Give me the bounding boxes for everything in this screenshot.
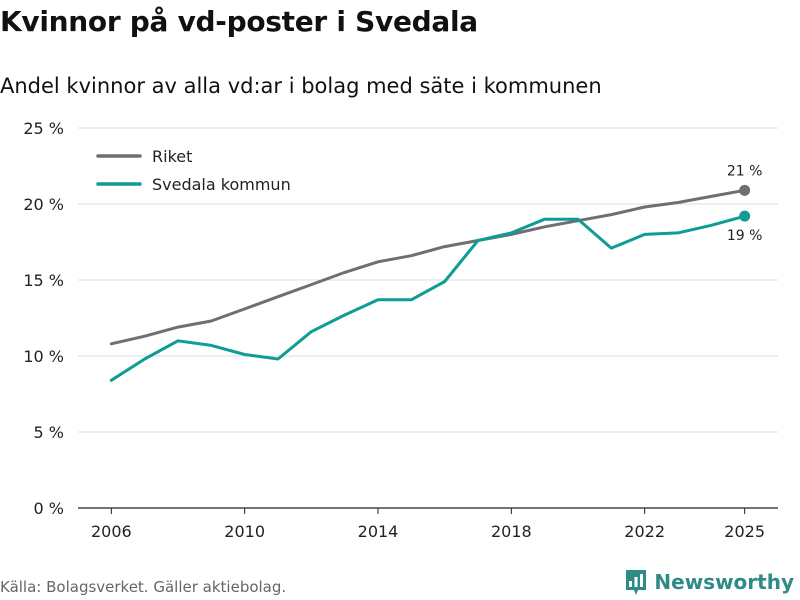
legend-label: Svedala kommun bbox=[152, 175, 291, 194]
series-lines bbox=[109, 184, 751, 382]
source-note: Källa: Bolagsverket. Gäller aktiebolag. bbox=[0, 578, 287, 596]
axes: 0 % 5 % 10 % 15 % 20 % 25 % 2006 2010 2014 2018 20… bbox=[23, 119, 778, 541]
grid-lines bbox=[78, 127, 778, 433]
chart-title: Kvinnor på vd-poster i Svedala bbox=[0, 5, 478, 38]
end-point-riket bbox=[739, 184, 751, 196]
x-tick-label: 2025 bbox=[724, 522, 765, 541]
legend-label: Riket bbox=[152, 147, 192, 166]
y-tick-label: 10 % bbox=[23, 347, 64, 366]
brand-logo: Newsworthy bbox=[624, 568, 794, 596]
y-tick-label: 5 % bbox=[34, 423, 64, 442]
series-line-svedala bbox=[109, 214, 747, 382]
y-tick-label: 25 % bbox=[23, 119, 64, 138]
x-tick-label: 2010 bbox=[224, 522, 265, 541]
x-tick-label: 2006 bbox=[91, 522, 132, 541]
chart-subtitle: Andel kvinnor av alla vd:ar i bolag med … bbox=[0, 74, 602, 98]
x-tick-label: 2014 bbox=[358, 522, 399, 541]
x-tick-label: 2022 bbox=[624, 522, 665, 541]
y-tick-label: 15 % bbox=[23, 271, 64, 290]
end-value-label: 19 % bbox=[727, 228, 763, 244]
end-labels: 21 % 19 % bbox=[727, 163, 763, 244]
end-value-label: 21 % bbox=[727, 163, 763, 179]
end-point-svedala bbox=[739, 210, 751, 222]
brand-name: Newsworthy bbox=[654, 570, 794, 594]
y-tick-label: 0 % bbox=[34, 499, 64, 518]
newsworthy-logo-icon bbox=[626, 570, 647, 595]
series-line-riket bbox=[109, 188, 747, 346]
y-tick-label: 20 % bbox=[23, 195, 64, 214]
legend: Riket Svedala kommun bbox=[96, 147, 291, 194]
x-tick-label: 2018 bbox=[491, 522, 532, 541]
